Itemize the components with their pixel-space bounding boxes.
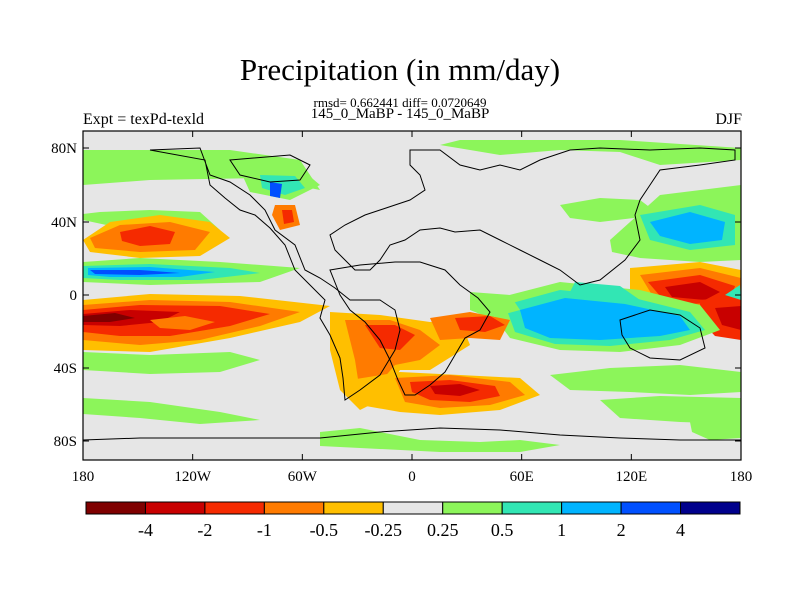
colorbar-swatch xyxy=(85,501,146,515)
colorbar-label: -0.5 xyxy=(310,520,339,540)
x-tick-label: 60W xyxy=(288,469,318,485)
colorbar-swatch xyxy=(561,501,622,515)
colorbar-label: 0.25 xyxy=(427,520,459,540)
colorbar-swatch xyxy=(442,501,503,515)
experiment-label: Expt = texPd-texld xyxy=(83,111,205,128)
x-axis: 180 120W 60W 0 60E 120E 180 xyxy=(72,131,753,485)
coastlines xyxy=(83,147,741,441)
y-tick-label: 80S xyxy=(54,434,77,450)
y-tick-label: 80N xyxy=(51,141,77,157)
y-tick-label: 40S xyxy=(54,361,77,377)
y-axis: 80N 40N 0 40S 80S xyxy=(51,141,741,450)
colorbar-label: 1 xyxy=(557,520,566,540)
season-label: DJF xyxy=(715,111,742,128)
colorbar-swatch xyxy=(263,501,325,515)
colorbar-label: 0.5 xyxy=(491,520,514,540)
colorbar-swatch xyxy=(144,501,206,515)
stats-text: rmsd= 0.662441 diff= 0.0720649 xyxy=(313,95,487,110)
precip-anomaly-field xyxy=(83,140,741,452)
x-tick-label: 60E xyxy=(510,469,534,485)
map-title: Precipitation (in mm/day) xyxy=(239,52,561,87)
colorbar-label: -2 xyxy=(197,520,212,540)
x-tick-label: 0 xyxy=(408,469,416,485)
colorbar-label: -0.25 xyxy=(365,520,403,540)
colorbar-swatch xyxy=(323,501,384,515)
colorbar-swatch xyxy=(382,501,444,515)
x-tick-label: 120E xyxy=(615,469,647,485)
colorbar-label: -1 xyxy=(257,520,272,540)
colorbar-label: 4 xyxy=(676,520,685,540)
colorbar-swatch xyxy=(620,501,682,515)
colorbar-swatch xyxy=(204,501,265,515)
colorbar-label: 2 xyxy=(617,520,626,540)
colorbar-label: -4 xyxy=(138,520,153,540)
y-tick-label: 40N xyxy=(51,215,77,231)
x-tick-label: 120W xyxy=(174,469,212,485)
x-tick-label: 180 xyxy=(72,469,95,485)
colorbar: -4 -2 -1 -0.5 -0.25 0.25 0.5 1 2 4 xyxy=(85,501,741,540)
y-tick-label: 0 xyxy=(70,288,78,304)
colorbar-swatch xyxy=(680,501,741,515)
comparison-text: 145_0_MaBP - 145_0_MaBP xyxy=(310,106,490,122)
x-tick-label: 180 xyxy=(730,469,753,485)
colorbar-swatch xyxy=(501,501,563,515)
